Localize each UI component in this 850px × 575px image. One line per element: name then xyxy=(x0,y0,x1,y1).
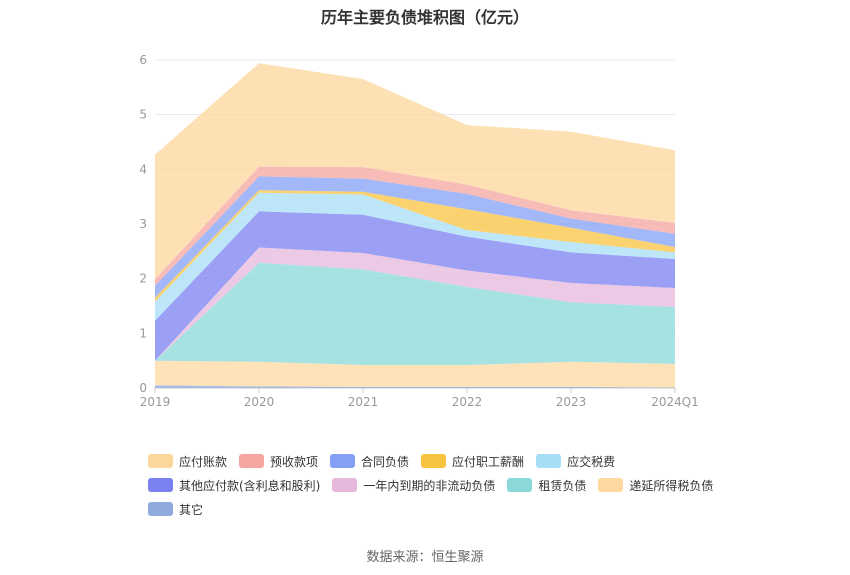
area-series-5 xyxy=(155,192,675,321)
y-tick-label: 2 xyxy=(139,272,147,286)
x-tick-label: 2020 xyxy=(244,395,275,409)
legend-swatch xyxy=(421,454,447,468)
legend-swatch xyxy=(239,454,265,468)
legend-label: 合同负债 xyxy=(361,454,410,469)
legend-swatch xyxy=(507,478,533,492)
legend-swatch xyxy=(536,454,562,468)
legend: 应付账款 预收款项 合同负债 应付职工薪酬 应交税费其他应付款(含利息和股利) 一年内到期… xyxy=(148,449,748,521)
legend-item[interactable]: 应付账款 xyxy=(148,453,227,470)
x-tick-label: 2019 xyxy=(140,395,171,409)
legend-item[interactable]: 租赁负债 xyxy=(507,477,586,494)
area-series-0 xyxy=(155,385,675,388)
y-tick-label: 6 xyxy=(139,53,147,67)
legend-swatch xyxy=(332,478,358,492)
area-series-2 xyxy=(155,262,675,365)
legend-label: 租赁负债 xyxy=(538,478,587,493)
legend-item[interactable]: 其他应付款(含利息和股利) xyxy=(148,477,320,494)
stacked-area-chart: 0 1 2 3 4 5 6 2019 2020 2021 2022 2023 2024Q1 xyxy=(139,53,698,409)
legend-item[interactable]: 递延所得税负债 xyxy=(598,477,713,494)
legend-item[interactable]: 一年内到期的非流动负债 xyxy=(332,477,495,494)
legend-swatch xyxy=(148,454,173,468)
area-layer xyxy=(155,63,675,388)
y-tick-label: 1 xyxy=(139,326,147,340)
legend-swatch xyxy=(598,478,624,492)
legend-label: 预收款项 xyxy=(270,454,319,469)
area-series-4 xyxy=(155,211,675,361)
area-series-9 xyxy=(155,63,675,280)
y-tick-label: 5 xyxy=(139,108,147,122)
x-tick-label: 2023 xyxy=(556,395,587,409)
legend-row: 其它 xyxy=(148,497,748,521)
legend-label: 应付账款 xyxy=(179,454,228,469)
legend-label: 递延所得税负债 xyxy=(629,478,714,493)
legend-label: 其他应付款(含利息和股利) xyxy=(179,478,321,493)
legend-row: 应付账款 预收款项 合同负债 应付职工薪酬 应交税费 xyxy=(148,449,748,473)
legend-item[interactable]: 合同负债 xyxy=(330,453,409,470)
legend-swatch xyxy=(148,478,173,492)
axis-layer: 0 1 2 3 4 5 6 2019 2020 2021 2022 2023 2024Q1 xyxy=(139,53,698,409)
area-series-3 xyxy=(155,247,675,361)
y-tick-label: 0 xyxy=(139,381,147,395)
y-tick-label: 4 xyxy=(139,162,147,176)
legend-label: 其它 xyxy=(179,502,204,517)
legend-label: 一年内到期的非流动负债 xyxy=(363,478,496,493)
legend-label: 应付职工薪酬 xyxy=(452,454,525,469)
area-series-1 xyxy=(155,360,675,388)
legend-swatch xyxy=(148,502,173,516)
legend-item[interactable]: 其它 xyxy=(148,501,203,518)
x-tick-label: 2022 xyxy=(452,395,483,409)
x-tick-label: 2024Q1 xyxy=(651,395,699,409)
x-tick-label: 2021 xyxy=(348,395,379,409)
legend-swatch xyxy=(330,454,356,468)
legend-label: 应交税费 xyxy=(567,454,616,469)
legend-item[interactable]: 应交税费 xyxy=(536,453,615,470)
legend-item[interactable]: 预收款项 xyxy=(239,453,318,470)
legend-item[interactable]: 应付职工薪酬 xyxy=(421,453,524,470)
chart-title: 历年主要负债堆积图（亿元） xyxy=(320,8,529,27)
data-source-note: 数据来源：恒生聚源 xyxy=(366,550,484,565)
legend-row: 其他应付款(含利息和股利) 一年内到期的非流动负债 租赁负债 递延所得税负债 xyxy=(148,473,748,497)
y-tick-label: 3 xyxy=(139,217,147,231)
